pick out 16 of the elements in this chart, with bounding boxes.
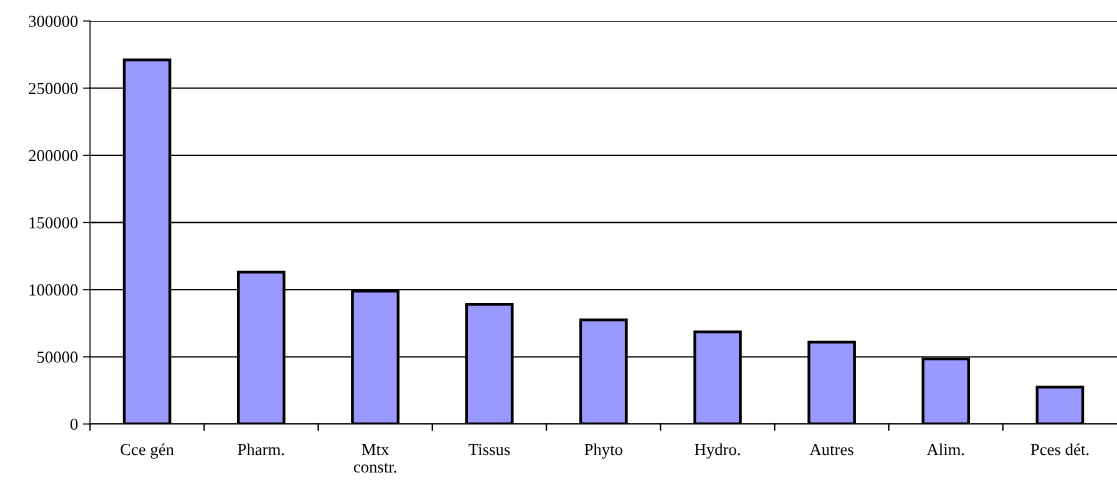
y-tick-label: 100000 — [29, 284, 78, 296]
x-tick-label: Autres — [809, 444, 854, 456]
x-tick-label: Phyto — [584, 443, 623, 459]
y-tick-label: 50000 — [37, 351, 78, 363]
y-tick-label: 200000 — [28, 150, 78, 162]
x-tick-label: Pharm. — [237, 443, 284, 456]
y-tick-label: 0 — [70, 418, 78, 430]
x-tick-label: Mtx constr. — [353, 444, 397, 473]
x-tick-label: Hydro. — [694, 443, 740, 459]
x-tick-label: Cce gén — [120, 443, 174, 459]
y-tick-label: 300000 — [28, 15, 78, 27]
x-tick-label: Alim. — [926, 443, 964, 456]
x-tick-label: Pces dét. — [1030, 443, 1089, 456]
y-tick-label: 150000 — [29, 217, 78, 229]
y-tick-label: 250000 — [28, 82, 78, 95]
x-tick-label: Tissus — [468, 443, 510, 456]
